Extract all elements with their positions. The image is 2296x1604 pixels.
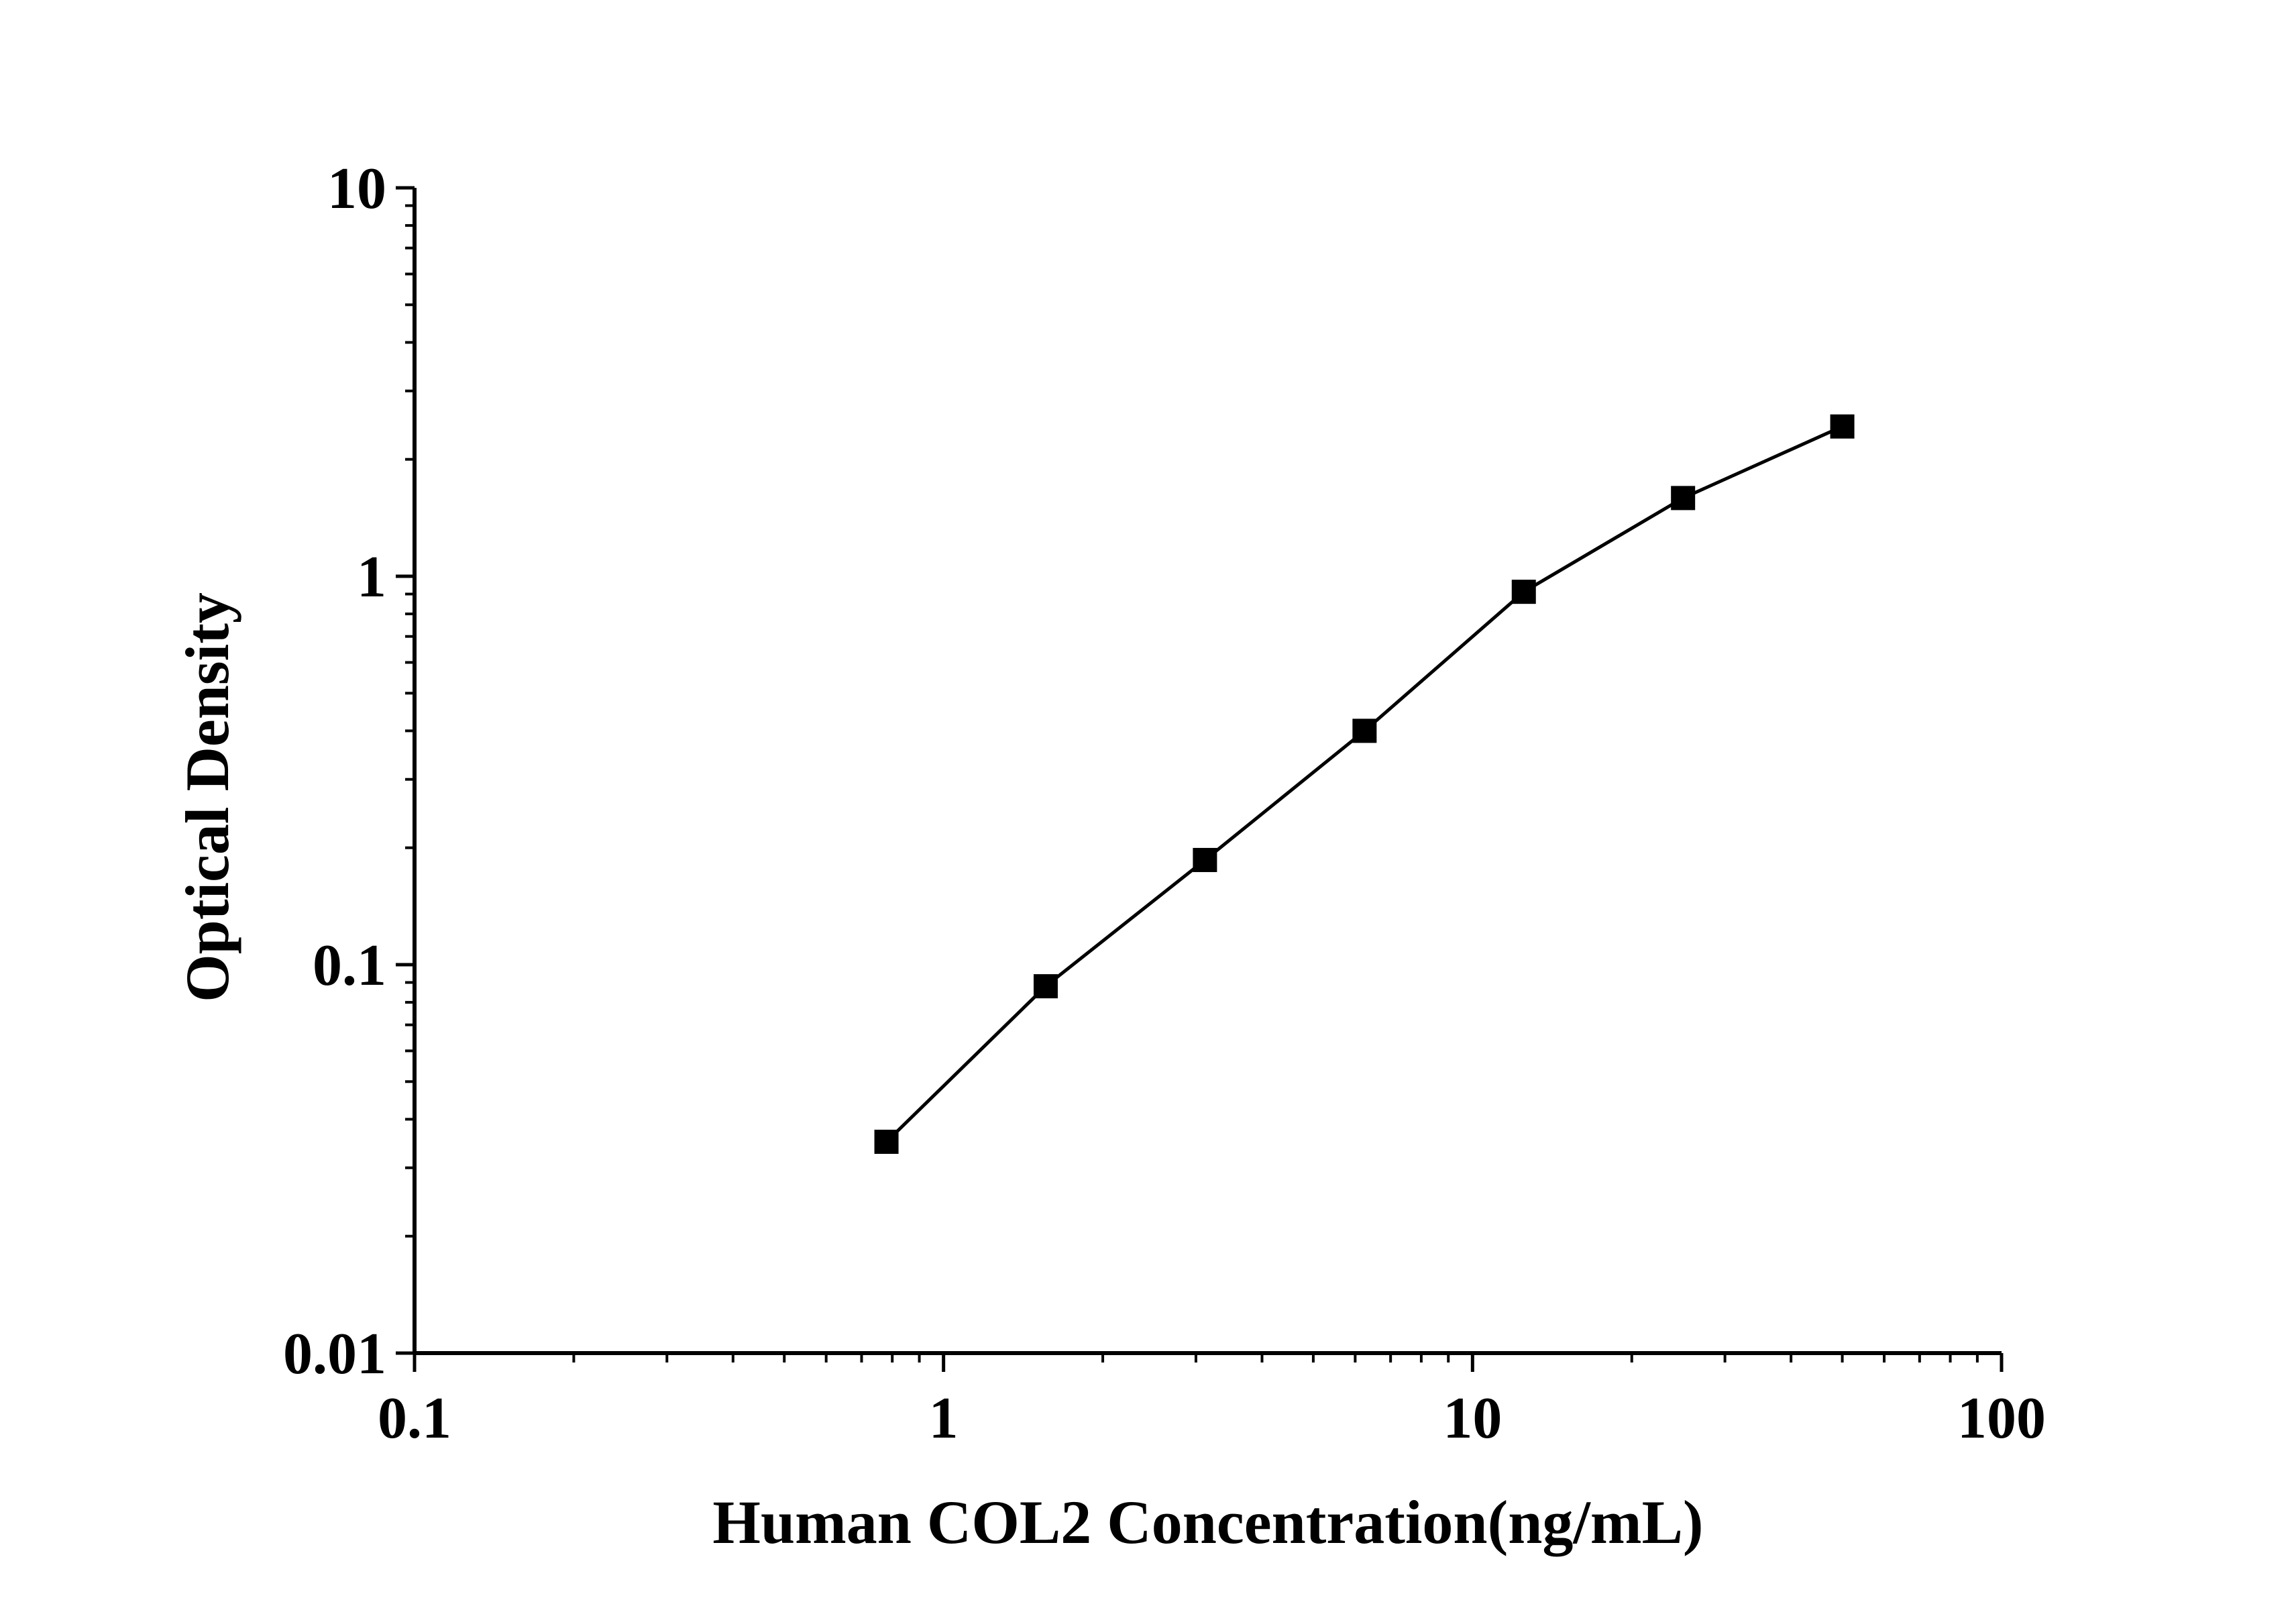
x-tick-label: 100 bbox=[1957, 1386, 2046, 1451]
data-point-marker bbox=[1511, 580, 1536, 604]
data-point-marker bbox=[1193, 847, 1217, 872]
data-point-marker bbox=[874, 1129, 899, 1154]
series-line bbox=[885, 425, 1843, 1143]
y-tick-label: 1 bbox=[357, 545, 386, 610]
y-axis-title: Optical Density bbox=[173, 592, 241, 1002]
data-point-marker bbox=[1830, 414, 1855, 439]
data-point-marker bbox=[1352, 718, 1377, 743]
x-axis-title: Human COL2 Concentration(ng/mL) bbox=[712, 1488, 1703, 1556]
plot-area bbox=[874, 414, 1855, 1154]
data-point-marker bbox=[1033, 974, 1058, 999]
y-tick-label: 10 bbox=[327, 156, 386, 221]
y-tick-label: 0.01 bbox=[283, 1322, 386, 1387]
data-point-marker bbox=[1671, 486, 1696, 511]
axes bbox=[413, 188, 2002, 1355]
y-tick-label: 0.1 bbox=[313, 933, 386, 998]
x-tick-label: 0.1 bbox=[378, 1386, 451, 1451]
x-tick-label: 1 bbox=[929, 1386, 959, 1451]
x-tick-label: 10 bbox=[1443, 1386, 1502, 1451]
